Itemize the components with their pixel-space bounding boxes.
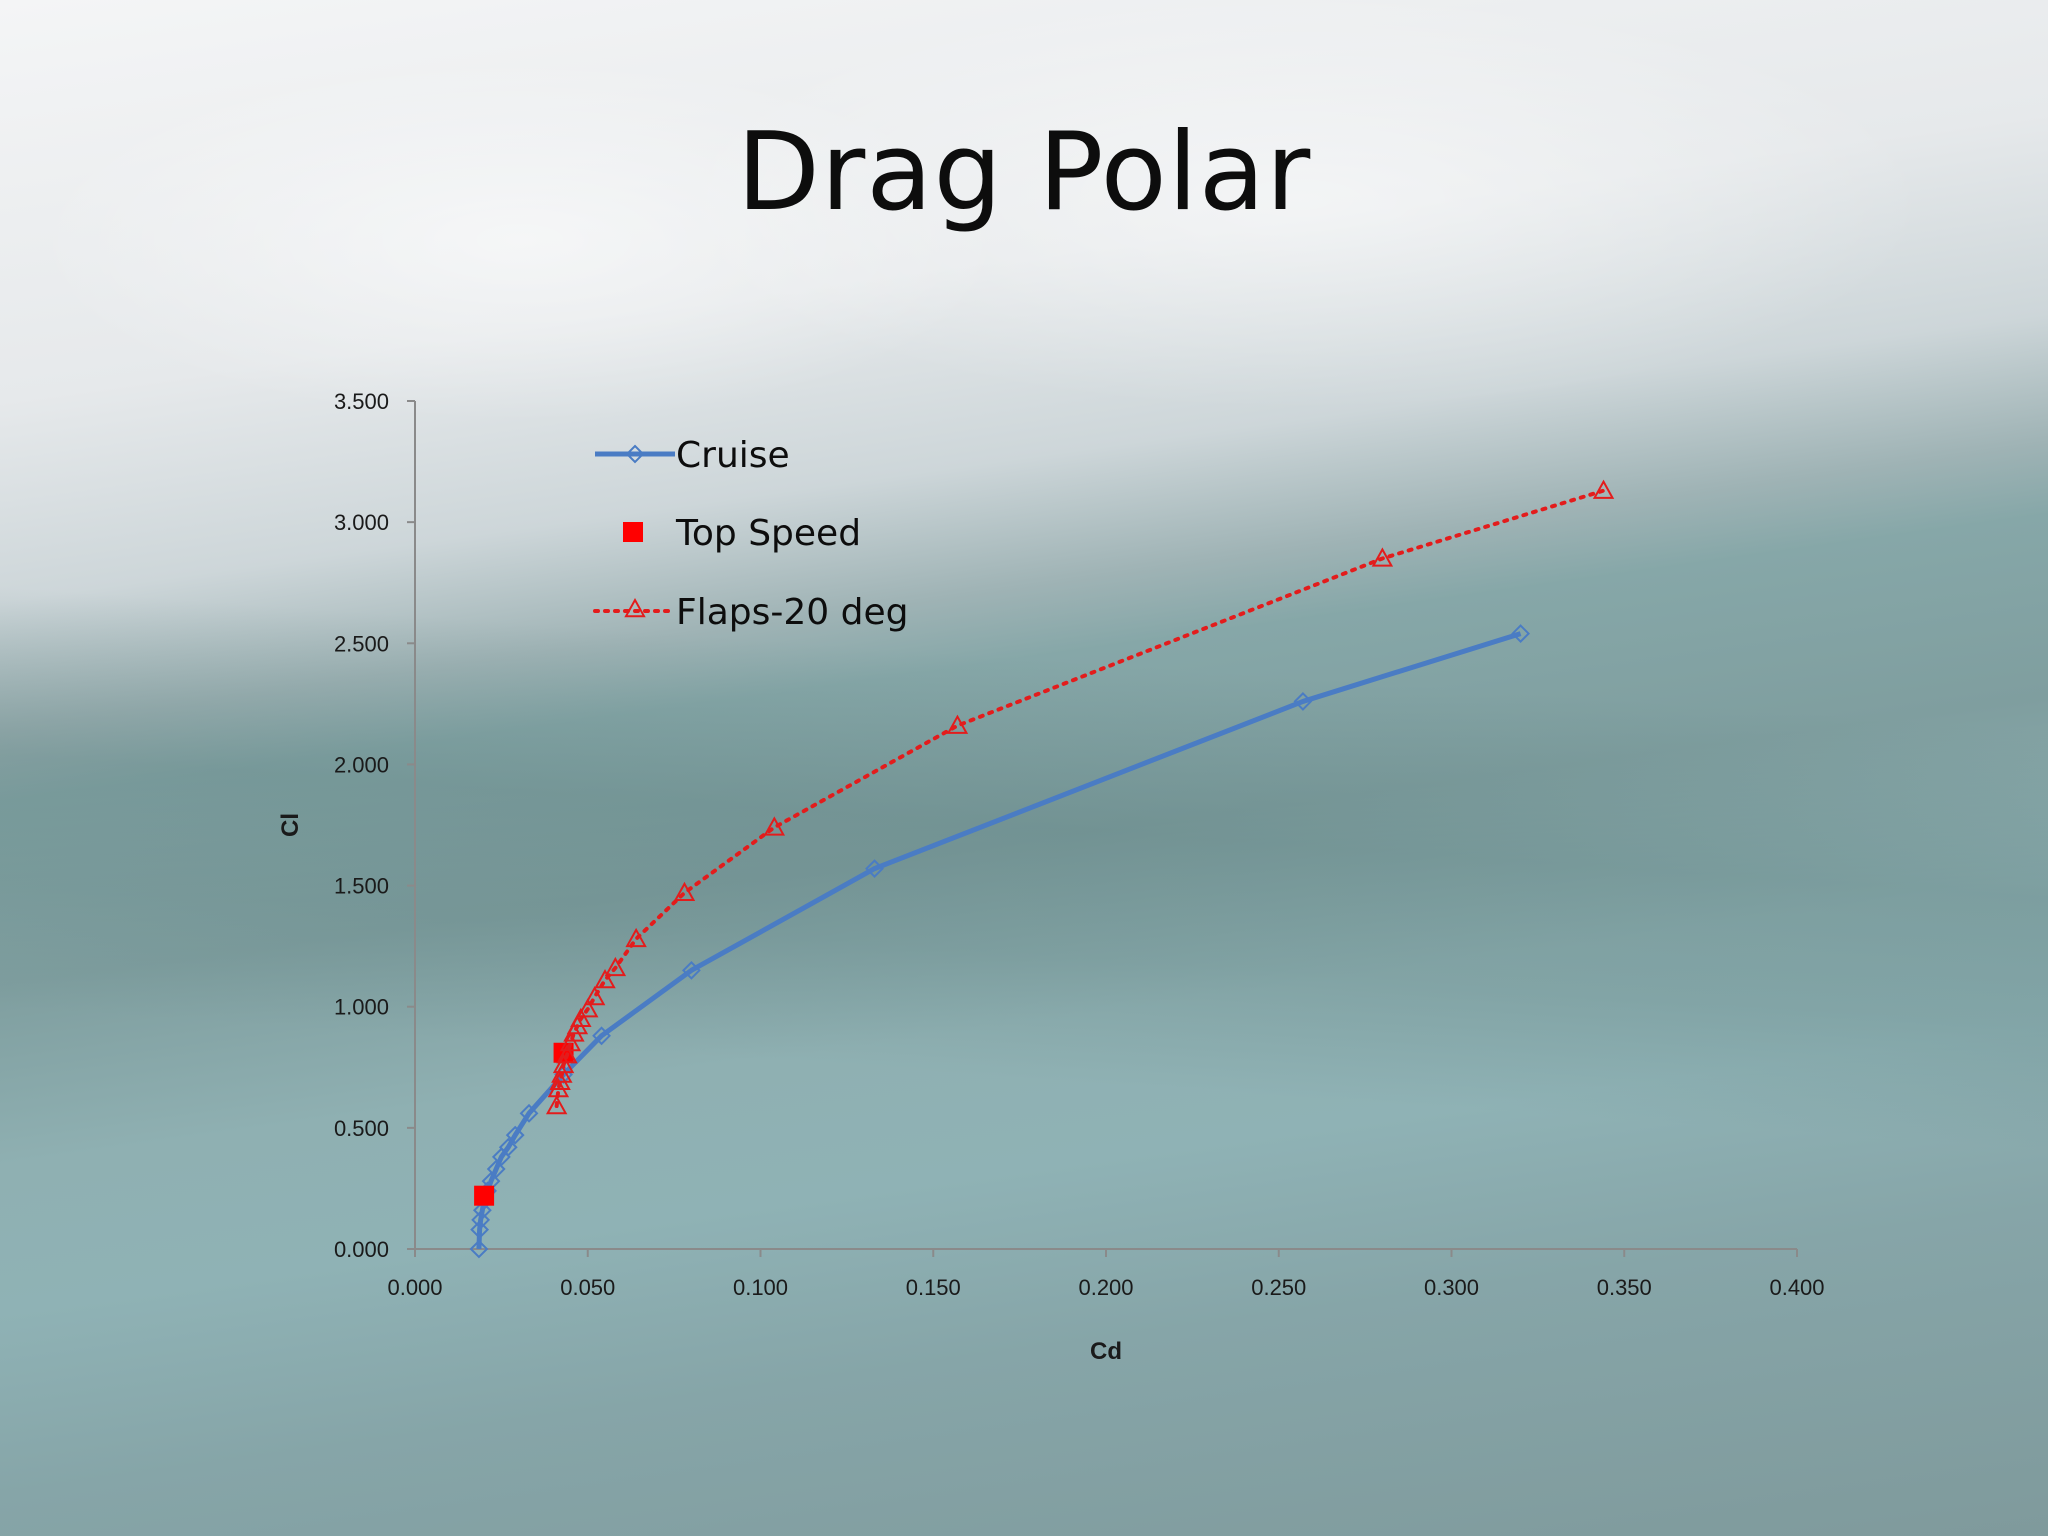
cruise-data-point xyxy=(592,1026,611,1046)
legend-label: Cruise xyxy=(676,435,790,476)
x-tick-label: 0.300 xyxy=(1424,1275,1479,1300)
flaps-data-point xyxy=(625,927,647,948)
flaps-data-point xyxy=(559,1032,582,1052)
x-tick-label: 0.000 xyxy=(387,1275,442,1300)
cruise-data-point xyxy=(470,1220,490,1240)
y-tick-label: 1.500 xyxy=(334,874,389,899)
x-tick-label: 0.350 xyxy=(1597,1275,1652,1300)
x-tick-label: 0.100 xyxy=(733,1275,788,1300)
flaps-data-point xyxy=(1592,479,1615,499)
cruise-data-point xyxy=(498,1137,518,1157)
cruise-data-point xyxy=(865,859,884,879)
top-speed-data-point xyxy=(474,1185,495,1206)
flaps-data-point xyxy=(577,998,599,1018)
legend-cruise-marker xyxy=(625,444,645,464)
flaps-data-point xyxy=(552,1053,575,1074)
legend-label: Flaps-20 deg xyxy=(676,592,908,633)
y-axis-title: Cl xyxy=(277,813,304,837)
legend-flaps-marker xyxy=(624,597,646,618)
x-axis-title: Cd xyxy=(1090,1338,1122,1365)
flaps-data-point xyxy=(556,1044,578,1064)
flaps-data-point xyxy=(594,969,616,989)
cruise-data-point xyxy=(486,1159,506,1179)
flaps-data-point xyxy=(583,985,606,1006)
y-tick-label: 0.000 xyxy=(334,1237,389,1262)
x-tick-label: 0.250 xyxy=(1251,1275,1306,1300)
flaps-data-point xyxy=(673,881,696,902)
x-tick-label: 0.050 xyxy=(560,1275,615,1300)
y-tick-label: 1.000 xyxy=(334,995,389,1020)
flaps-data-point xyxy=(604,956,627,977)
y-tick-label: 0.500 xyxy=(334,1116,389,1141)
y-tick-label: 2.000 xyxy=(334,752,389,777)
legend-top-speed-marker xyxy=(623,522,643,542)
legend-label: Top Speed xyxy=(675,513,861,554)
cruise-data-point xyxy=(519,1103,539,1123)
flaps-data-point xyxy=(545,1094,568,1115)
cruise-data-point xyxy=(505,1125,525,1145)
cruise-data-point xyxy=(472,1200,492,1220)
flaps-data-point xyxy=(1371,547,1394,567)
y-tick-label: 3.000 xyxy=(334,510,389,535)
x-tick-label: 0.400 xyxy=(1769,1275,1824,1300)
cruise-data-point xyxy=(1293,692,1313,711)
x-tick-label: 0.150 xyxy=(906,1275,961,1300)
flaps-data-point xyxy=(551,1063,573,1083)
flaps-data-point xyxy=(570,1007,592,1028)
cruise-data-point xyxy=(1511,624,1531,644)
x-tick-label: 0.200 xyxy=(1078,1275,1133,1300)
y-tick-label: 2.500 xyxy=(334,631,389,656)
flaps-data-point xyxy=(946,714,969,734)
y-tick-label: 3.500 xyxy=(334,389,389,414)
flaps-series-line xyxy=(554,488,1606,1109)
cruise-data-point xyxy=(469,1239,489,1259)
cruise-series-line xyxy=(476,631,1522,1250)
slide-title: Drag Polar xyxy=(736,110,1312,235)
flaps-data-point xyxy=(763,816,786,836)
cruise-data-point xyxy=(681,960,701,980)
cruise-data-point xyxy=(471,1210,491,1230)
